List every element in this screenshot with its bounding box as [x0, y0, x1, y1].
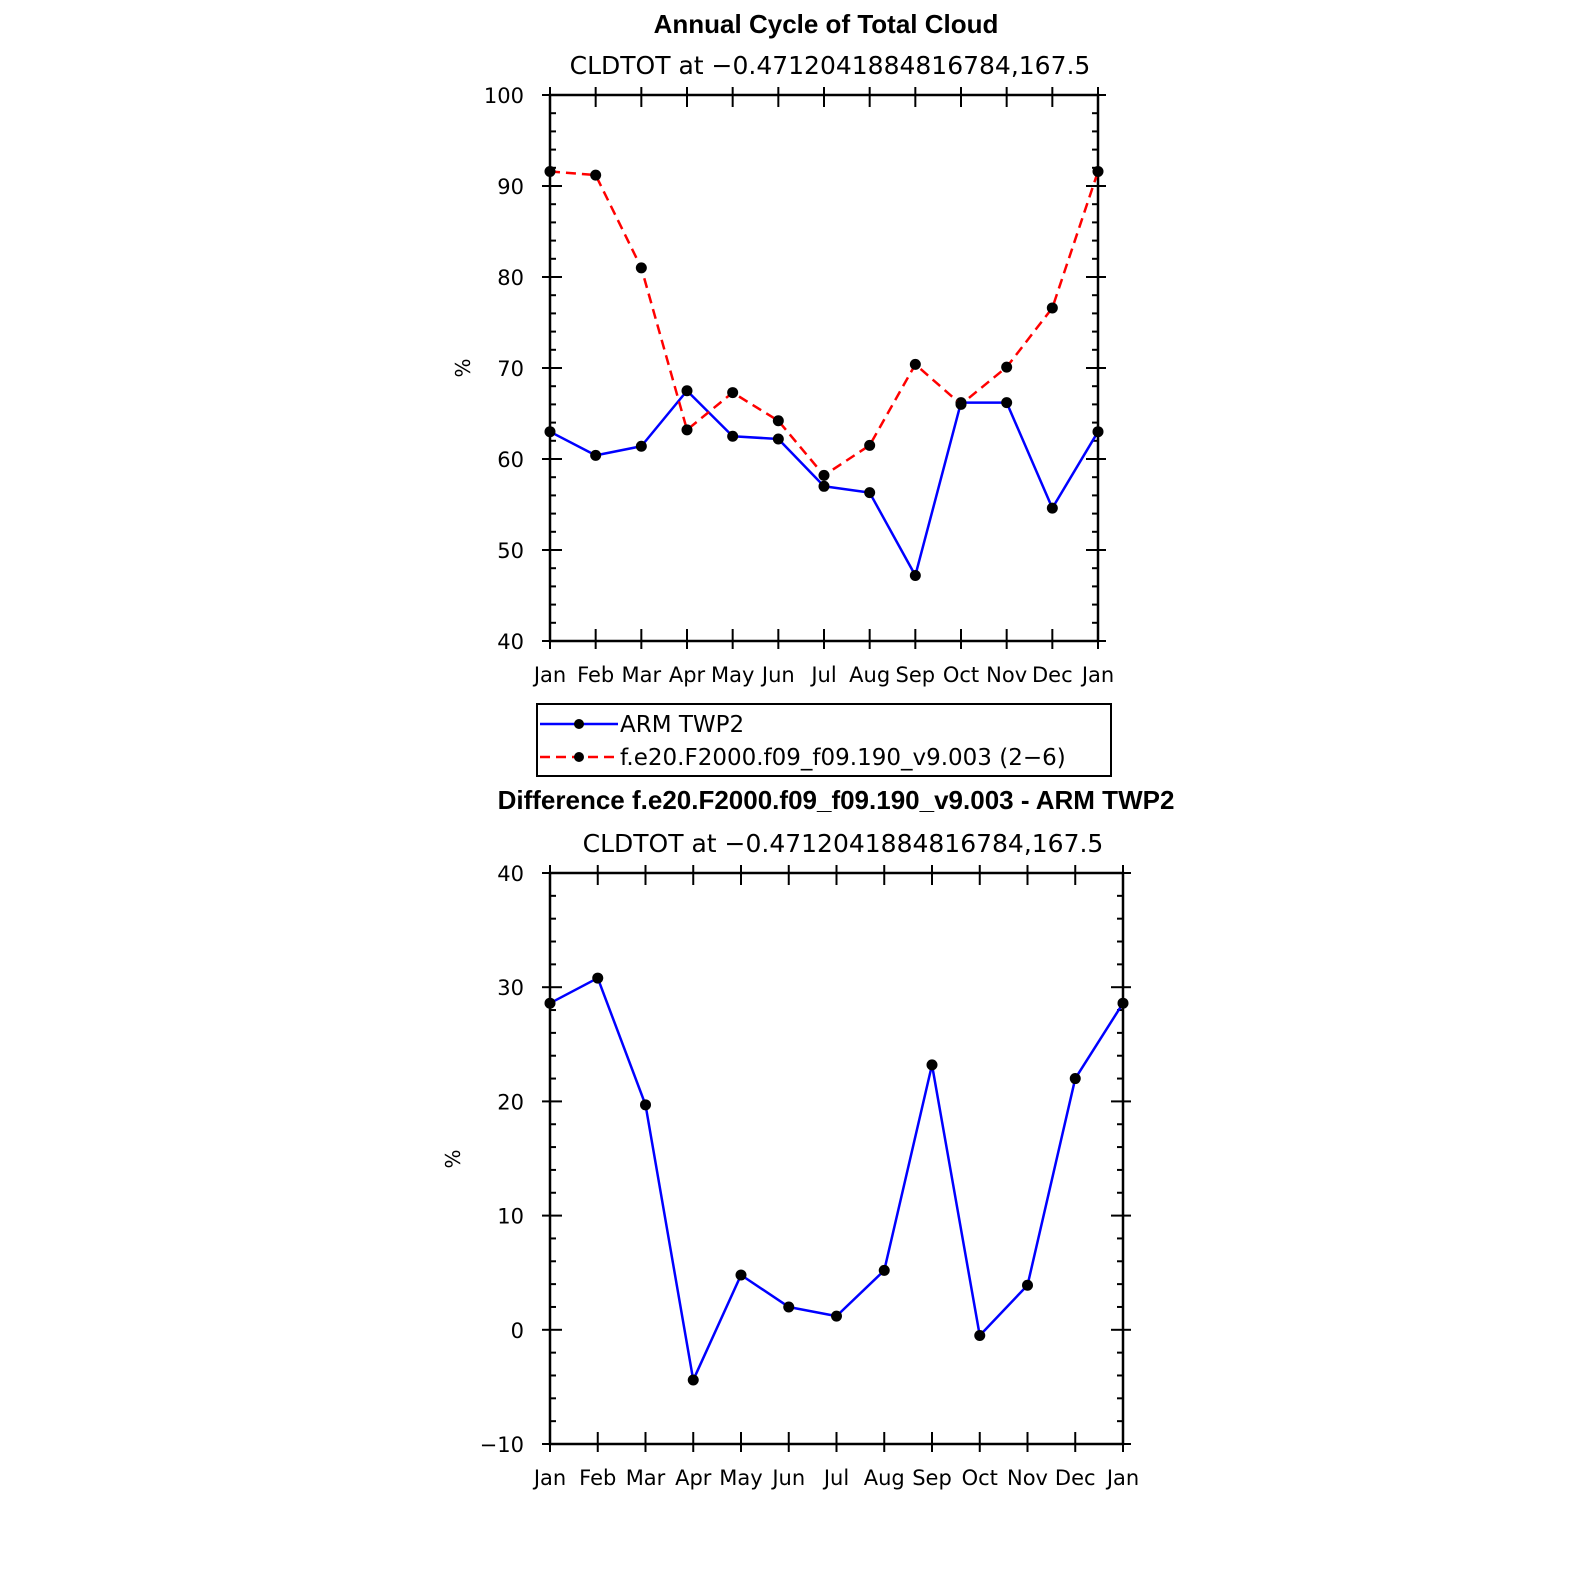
top-xtick-label: Jan [532, 663, 566, 687]
top-xtick-label: Oct [943, 663, 979, 687]
top-xtick-label: Sep [896, 663, 936, 687]
top-xtick-label: Mar [622, 663, 662, 687]
top-xtick-label: Jul [809, 663, 836, 687]
top-ytick-label: 70 [497, 357, 524, 381]
top-series-1-point [635, 262, 647, 274]
chart-bottom-ylabel: % [441, 1149, 465, 1168]
bottom-series-0-point [1069, 1073, 1081, 1085]
bottom-series-0-point [926, 1059, 938, 1071]
bottom-xtick-label: May [719, 1466, 762, 1490]
bottom-ytick-label: 30 [497, 976, 524, 1000]
bottom-xtick-label: Jan [532, 1466, 566, 1490]
top-xtick-label: Jan [1080, 663, 1114, 687]
top-series-0-point [544, 426, 556, 438]
top-series-1-point [1046, 302, 1058, 314]
top-xtick-label: Dec [1032, 663, 1073, 687]
top-series-1-point [772, 415, 784, 427]
top-ytick-label: 100 [484, 84, 524, 108]
top-ytick-label: 90 [497, 175, 524, 199]
bottom-series-0-point [878, 1264, 890, 1276]
top-series-1-point [727, 387, 739, 399]
top-ytick-label: 80 [497, 266, 524, 290]
top-series-0-point [772, 433, 784, 445]
legend-item-arm: ARM TWP2 [540, 712, 744, 738]
bottom-xtick-label: Mar [626, 1466, 666, 1490]
bottom-series-0-point [831, 1310, 842, 1322]
top-xtick-label: May [711, 663, 754, 687]
bottom-series-0-point [687, 1374, 699, 1386]
top-series-0-point [1001, 397, 1013, 409]
legend-box [536, 703, 1112, 777]
bottom-frame [548, 871, 1125, 1446]
bottom-xtick-label: Jul [822, 1466, 849, 1490]
chart-bottom-title: Difference f.e20.F2000.f09_f09.190_v9.00… [498, 785, 1175, 815]
legend-item-model: f.e20.F2000.f09_f09.190_v9.003 (2−6) [540, 745, 1066, 771]
bottom-series-0-point [1117, 997, 1129, 1009]
legend-label-arm: ARM TWP2 [620, 712, 744, 738]
chart-top-plot-area: 40 50 60 70 80 90 100 Jan Feb Mar Apr May Jun Jul Aug S… [484, 84, 1114, 687]
top-series-1-point [955, 398, 967, 410]
top-series-0-point [681, 385, 693, 397]
top-series-1-point [864, 439, 876, 451]
legend: ARM TWP2 f.e20.F2000.f09_f09.190_v9.003 … [536, 703, 1112, 777]
bottom-ytick-label: −10 [480, 1433, 524, 1457]
bottom-xtick-label: Jun [770, 1466, 805, 1490]
chart-bottom-subtitle: CLDTOT at −0.4712041884816784,167.5 [583, 829, 1104, 858]
bottom-xtick-label: Nov [1007, 1466, 1048, 1490]
bottom-xtick-label: Feb [579, 1466, 616, 1490]
bottom-ytick-label: 10 [497, 1205, 524, 1229]
top-series-1-point [590, 169, 602, 181]
top-xtick-label: Jun [760, 663, 795, 687]
legend-label-model: f.e20.F2000.f09_f09.190_v9.003 (2−6) [620, 745, 1066, 771]
top-xtick-label: Nov [986, 663, 1027, 687]
top-xtick-label: Feb [577, 663, 614, 687]
bottom-xtick-label: Jan [1105, 1466, 1139, 1490]
bottom-series-0-point [735, 1269, 747, 1281]
top-series-1-point [818, 469, 830, 481]
chart-top-title: Annual Cycle of Total Cloud [654, 9, 999, 39]
top-series-1-point [681, 424, 693, 436]
top-xtick-label: Apr [669, 663, 706, 687]
bottom-series-0-point [640, 1099, 651, 1111]
bottom-xtick-label: Dec [1055, 1466, 1096, 1490]
bottom-ytick-label: 40 [497, 862, 524, 886]
bottom-xtick-label: Sep [912, 1466, 952, 1490]
top-series-0-point [909, 569, 921, 581]
top-series-0-point [1092, 426, 1104, 438]
bottom-xtick-label: Apr [675, 1466, 712, 1490]
bottom-series-0-point [1022, 1279, 1033, 1291]
bottom-series-0-point [592, 972, 604, 984]
bottom-series-0-point [974, 1330, 986, 1342]
bottom-ytick-label: 0 [511, 1319, 524, 1343]
chart-bottom: Difference f.e20.F2000.f09_f09.190_v9.00… [441, 785, 1174, 1490]
chart-top: Annual Cycle of Total Cloud CLDTOT at −0… [451, 9, 1114, 687]
chart-top-ylabel: % [451, 358, 475, 377]
chart-top-subtitle: CLDTOT at −0.4712041884816784,167.5 [570, 51, 1091, 80]
top-series-1-point [544, 165, 556, 177]
top-series-1-point [1092, 165, 1104, 177]
top-series-line-1 [549, 170, 1100, 477]
top-series-0-point [590, 449, 602, 461]
bottom-ytick-label: 20 [497, 1090, 524, 1114]
bottom-series-0-point [544, 997, 556, 1009]
top-series-0-point [1046, 502, 1058, 514]
top-ytick-label: 50 [497, 539, 524, 563]
top-frame [548, 93, 1100, 643]
top-series-0-point [635, 440, 647, 452]
legend-marker-arm [574, 719, 584, 729]
top-series-1-point [1001, 361, 1013, 373]
top-series-1-point [909, 358, 921, 370]
bottom-series-0-point [783, 1301, 795, 1313]
top-ytick-label: 60 [497, 448, 524, 472]
top-series-0-point [727, 430, 739, 442]
chart-bottom-plot-area: −10 0 10 20 30 40 Jan Feb Mar Apr May Jun Jul Aug Sep O… [480, 862, 1140, 1490]
top-series-0-point [818, 480, 830, 492]
top-ytick-label: 40 [497, 630, 524, 654]
bottom-xtick-label: Aug [864, 1466, 905, 1490]
bottom-xtick-label: Oct [962, 1466, 998, 1490]
legend-marker-model [574, 752, 584, 762]
top-series-0-point [864, 487, 876, 499]
top-xtick-label: Aug [849, 663, 890, 687]
